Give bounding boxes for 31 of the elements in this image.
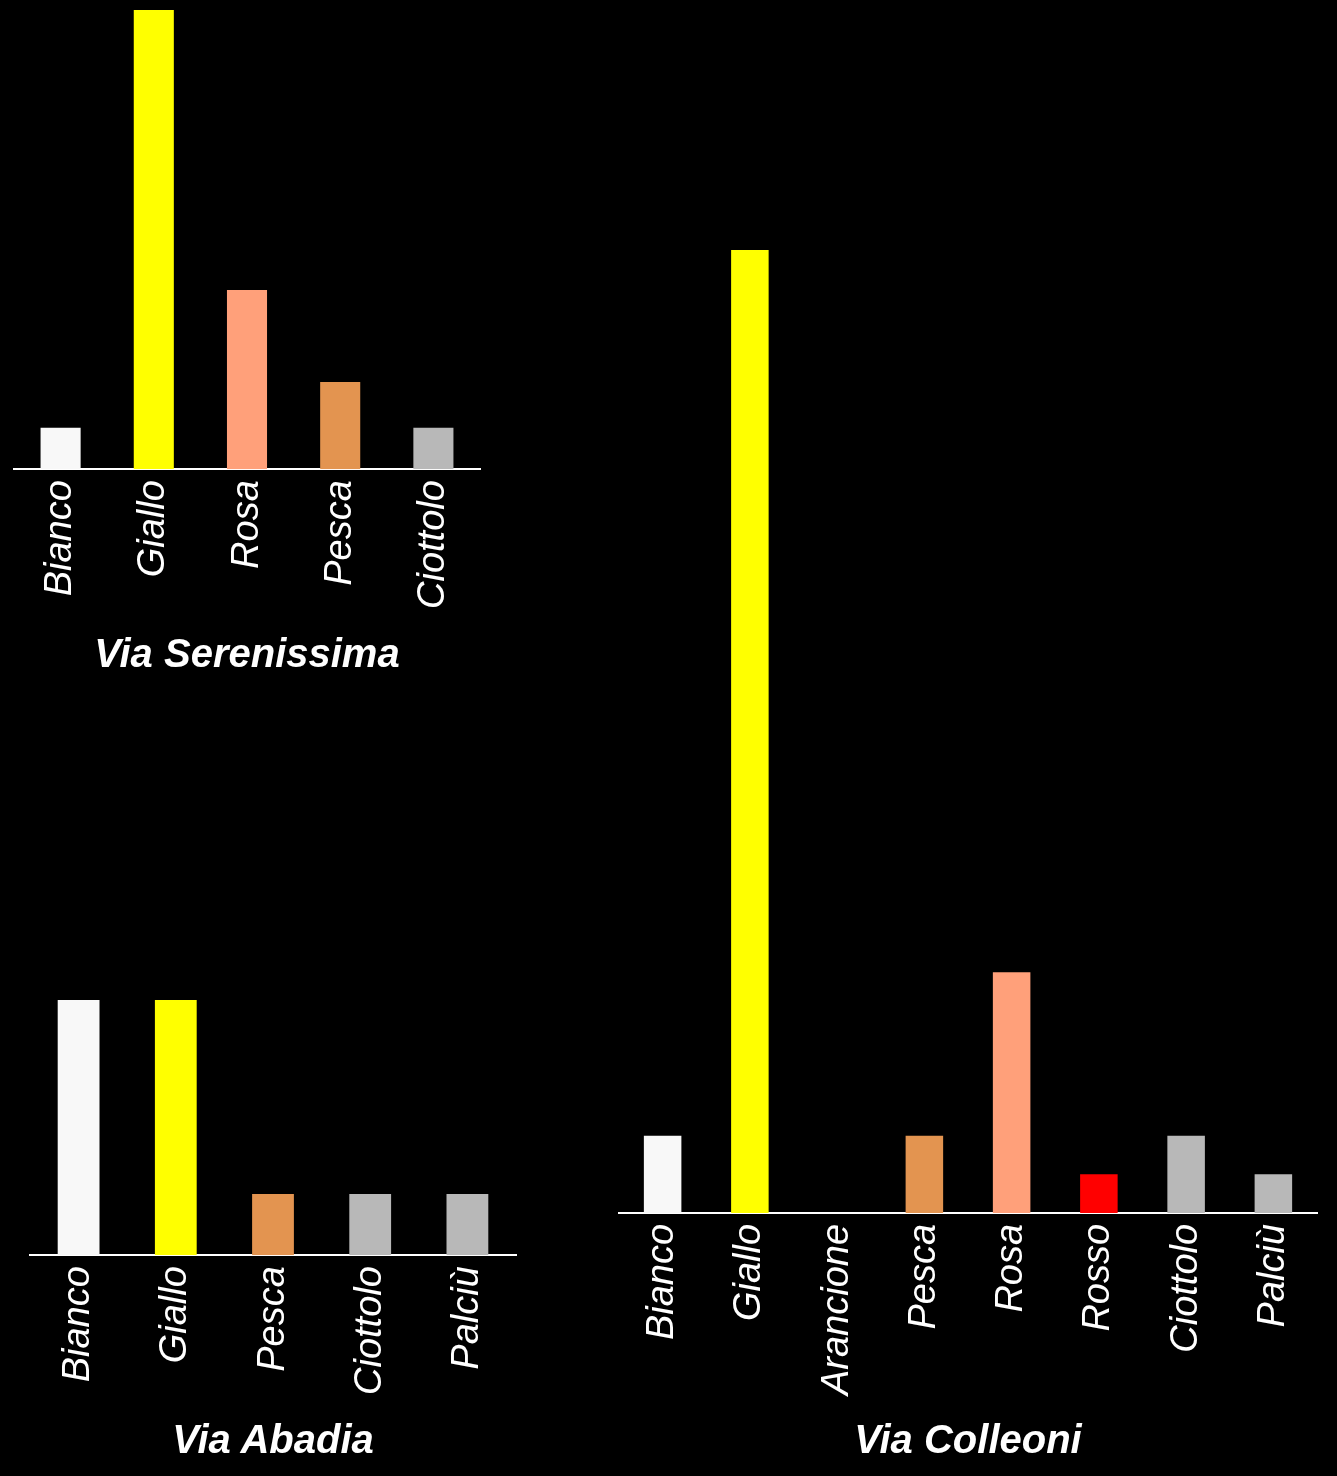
bar (133, 10, 174, 470)
bar (992, 972, 1031, 1213)
x-tick-label: Ciottolo (409, 480, 452, 609)
x-tick-label: Ciottolo (1162, 1223, 1205, 1353)
x-tick-label: Arancione (813, 1223, 856, 1398)
x-tick-label: Giallo (152, 1266, 195, 1364)
x-tick-label: Pesca (900, 1223, 943, 1330)
bar (413, 427, 454, 470)
x-tick-label: Bianco (37, 480, 80, 597)
bar (226, 290, 268, 470)
bar (1254, 1174, 1293, 1213)
bar (905, 1135, 944, 1213)
x-tick-label: Pesca (316, 480, 359, 586)
x-tick-label: Giallo (130, 480, 173, 578)
x-tick-label: Pesca (249, 1266, 292, 1372)
bar (1167, 1135, 1205, 1213)
text: Via Serenissima (94, 631, 400, 676)
bar (1080, 1174, 1118, 1213)
x-tick-label: Palciù (1249, 1223, 1292, 1328)
x-tick-label: Rosa (223, 480, 266, 569)
x-tick-label: Rosa (988, 1223, 1031, 1313)
x-tick-label: Rosso (1075, 1223, 1118, 1332)
x-tick-label: Palciù (443, 1266, 486, 1370)
text: Via Abadia (172, 1417, 374, 1462)
text: Via Colleoni (854, 1417, 1083, 1462)
bar (320, 381, 361, 470)
x-tick-label: Ciottolo (346, 1266, 389, 1395)
x-tick-label: Bianco (639, 1223, 682, 1341)
bar (731, 250, 769, 1213)
x-tick-label: Bianco (55, 1266, 98, 1383)
x-tick-label: Giallo (726, 1223, 769, 1322)
